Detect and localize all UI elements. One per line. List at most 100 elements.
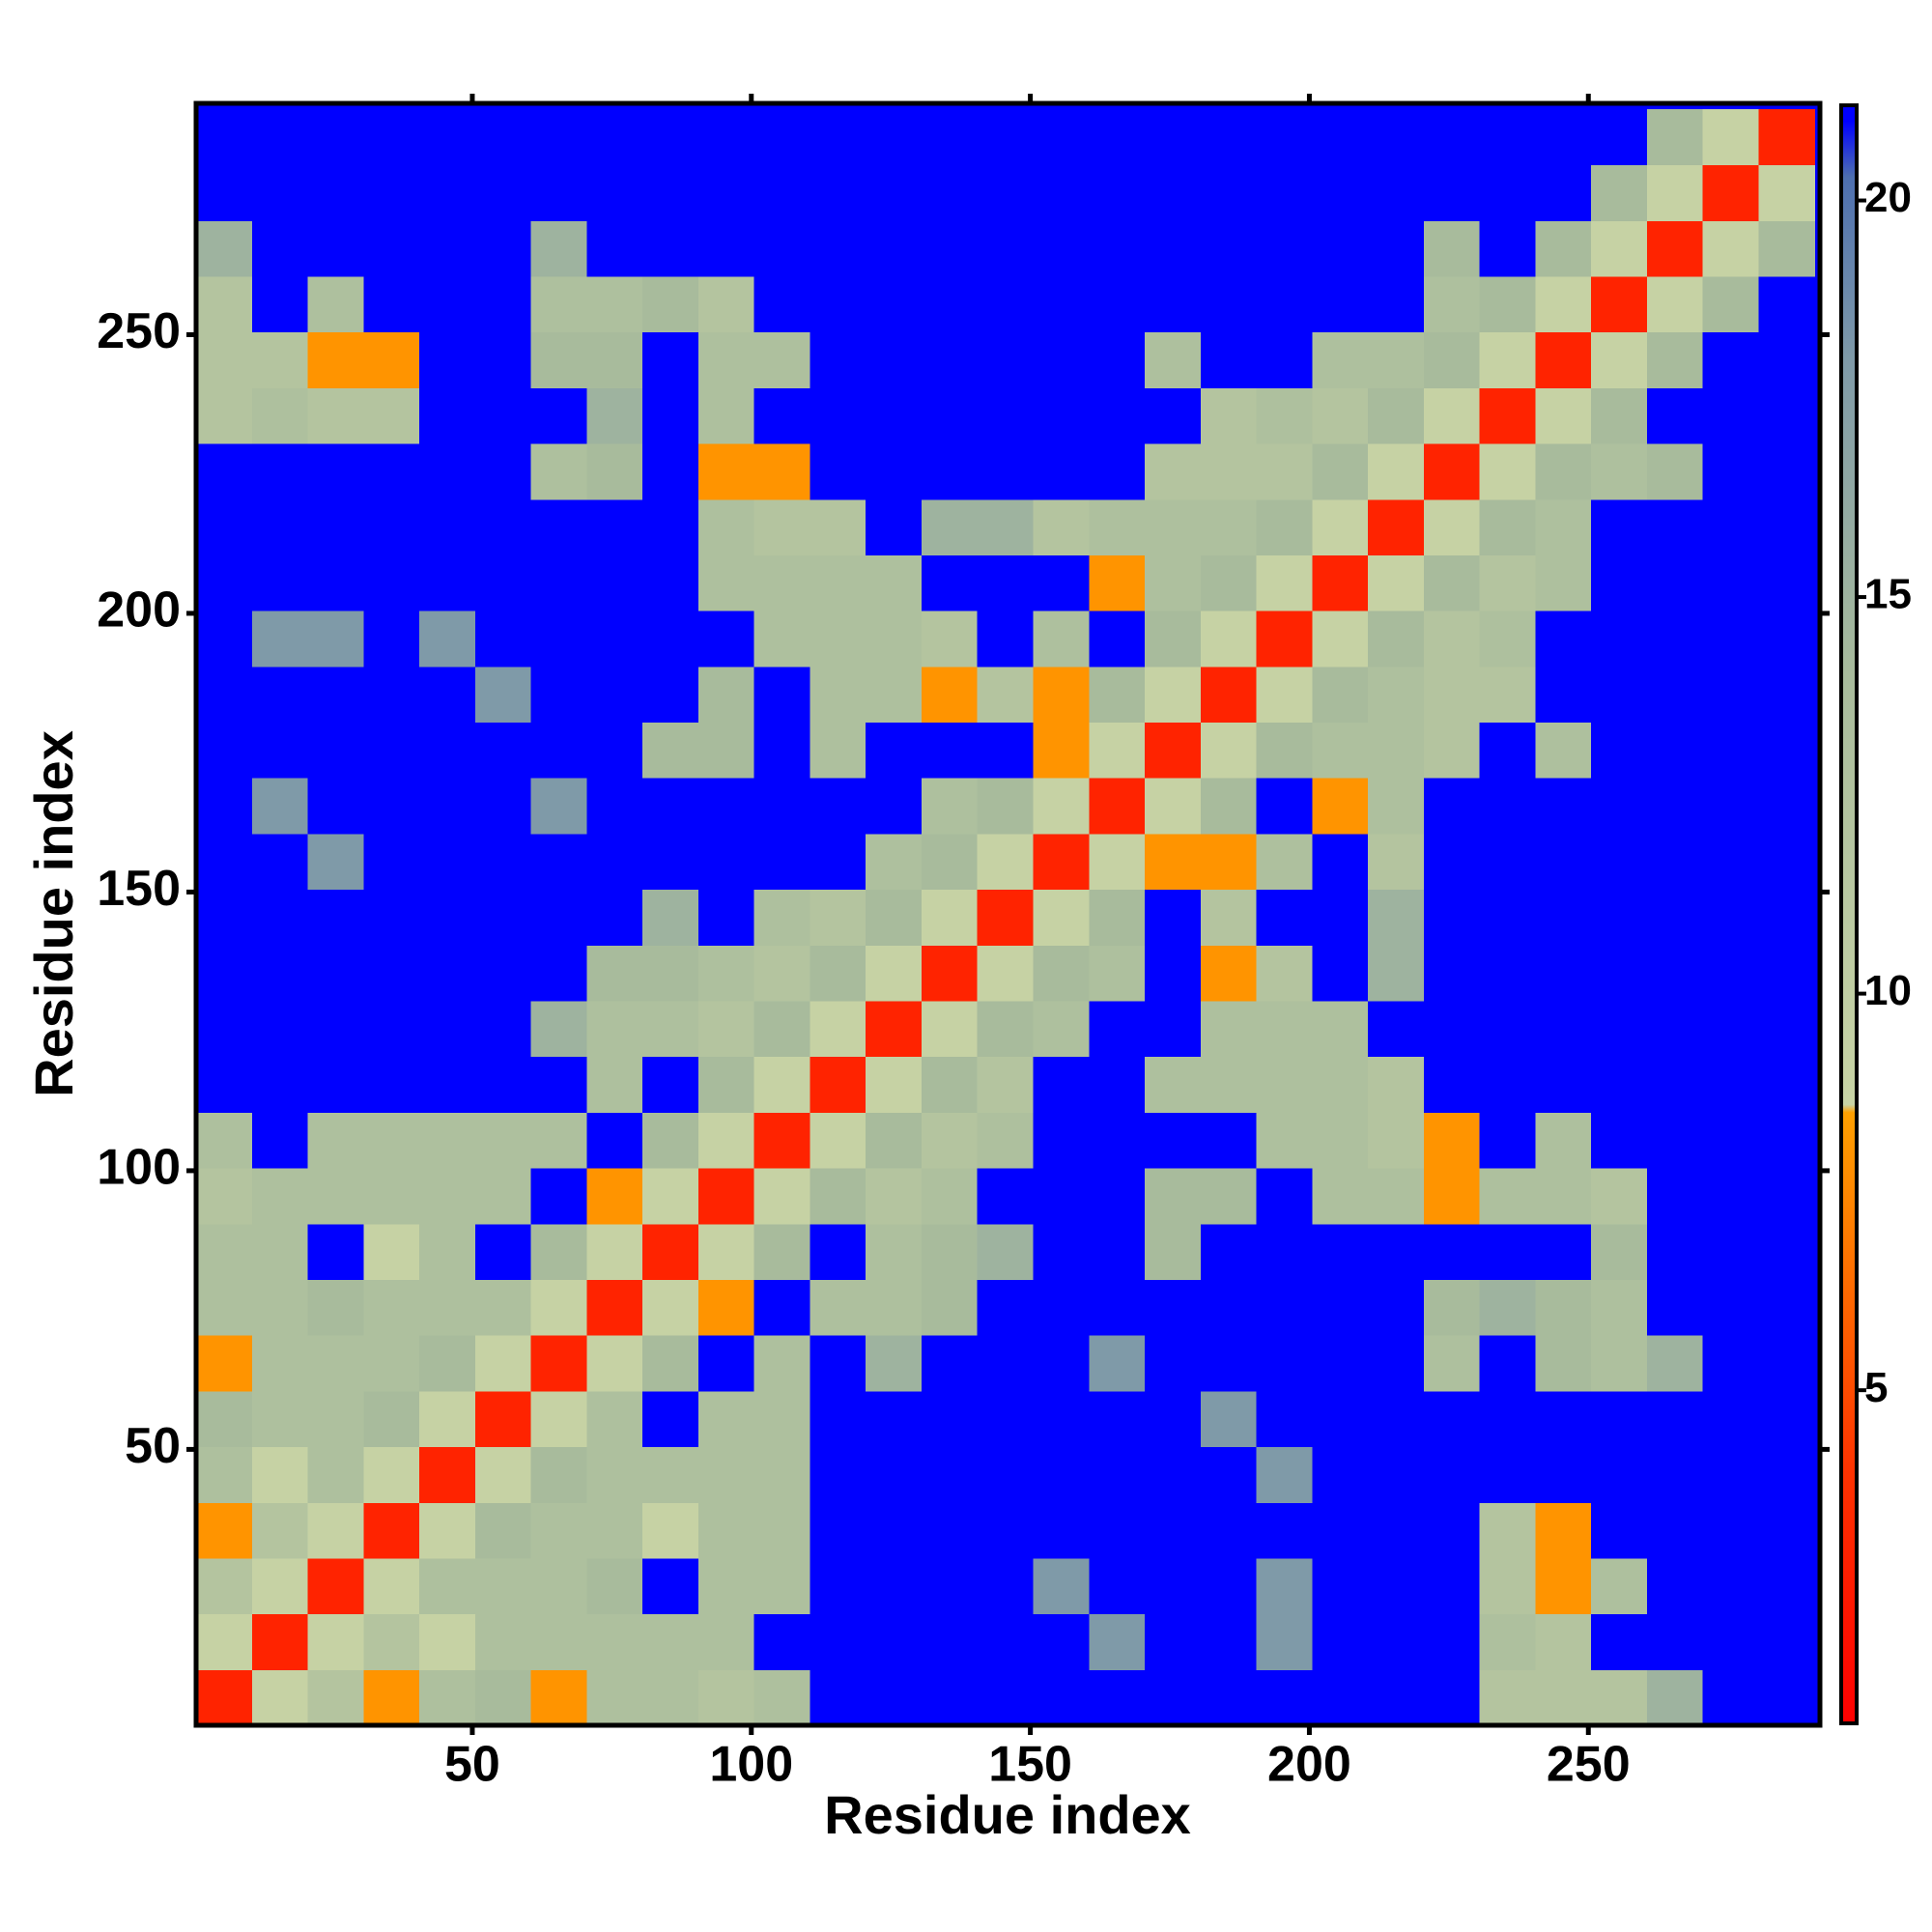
heatmap-cell [1312,1502,1369,1559]
heatmap-cell [196,1056,253,1113]
heatmap-cell [530,1502,587,1559]
heatmap-cell [642,1557,699,1615]
y-axis-title: Residue index [23,730,84,1097]
heatmap-cell [419,722,476,779]
heatmap-cell [363,1446,420,1503]
heatmap-cell [977,387,1035,444]
heatmap-cell [753,945,811,1002]
heatmap-cell [307,498,364,555]
heatmap-cell [810,220,867,277]
heatmap-cell [1256,554,1313,611]
heatmap-cell [977,554,1035,611]
heatmap-cell [1758,387,1815,444]
heatmap-cell [1033,387,1090,444]
heatmap-cell [196,1390,253,1448]
heatmap-cell [753,1279,811,1336]
x-axis-title: Residue index [824,1784,1191,1845]
heatmap-cell [1368,1335,1425,1392]
heatmap-cell [251,1446,309,1503]
heatmap-cell [1256,1168,1313,1225]
heatmap-cell [1591,833,1648,891]
heatmap-cell [474,387,532,444]
heatmap-cell [196,1279,253,1336]
heatmap-cell [530,778,587,835]
heatmap-cell [1646,1223,1704,1281]
heatmap-cell [474,1056,532,1113]
heatmap-cell [586,498,643,555]
heatmap-cell [1591,1168,1648,1225]
heatmap-cell [1646,1168,1704,1225]
heatmap-cell [921,164,979,221]
heatmap-cell [1033,331,1090,388]
heatmap-cell [1535,1557,1592,1615]
heatmap-cell [307,889,364,946]
heatmap-cell [1312,554,1369,611]
heatmap-cell [1256,1112,1313,1169]
heatmap-cell [586,1279,643,1336]
heatmap-cell [1646,554,1704,611]
heatmap-cell [419,498,476,555]
heatmap-cell [697,1168,755,1225]
heatmap-cell [1702,1335,1760,1392]
heatmap-cell [1200,220,1258,277]
heatmap-cell [363,833,420,891]
heatmap-cell [1033,1669,1090,1726]
heatmap-cell [1312,833,1369,891]
heatmap-cell [921,1056,979,1113]
heatmap-cell [1535,1390,1592,1448]
heatmap-cell [977,1000,1035,1058]
heatmap-cell [1535,945,1592,1002]
heatmap-cell [1591,778,1648,835]
heatmap-cell [753,1168,811,1225]
heatmap-cell [1368,611,1425,668]
heatmap-cell [1479,1669,1536,1726]
heatmap-cell [1200,498,1258,555]
heatmap-cell [921,498,979,555]
heatmap-cell [1033,275,1090,333]
heatmap-cell [1646,1557,1704,1615]
heatmap-cell [1423,554,1481,611]
heatmap-cell [251,220,309,277]
heatmap-cell [586,1557,643,1615]
heatmap-cell [1256,1223,1313,1281]
heatmap-cell [977,611,1035,668]
axes: 50 100 150 200 250 50 100 150 200 250 [97,94,1830,1793]
heatmap-cell [1423,945,1481,1002]
heatmap-cell [1479,1335,1536,1392]
heatmap-cell [1535,1335,1592,1392]
heatmap-cell [1033,611,1090,668]
heatmap-cell [196,889,253,946]
heatmap-cell [1033,220,1090,277]
heatmap-cell [1758,611,1815,668]
heatmap-cell [977,945,1035,1002]
heatmap-cell [866,108,923,166]
heatmap-cell [1145,889,1202,946]
heatmap-cell [586,275,643,333]
heatmap-cell [251,554,309,611]
heatmap-cell [1200,1056,1258,1113]
heatmap-cell [921,387,979,444]
heatmap-cell [977,275,1035,333]
heatmap-cell [251,275,309,333]
heatmap-cell [586,108,643,166]
heatmap-cell [1758,1000,1815,1058]
heatmap-cell [196,1669,253,1726]
heatmap-cell [251,1390,309,1448]
heatmap-cell [1368,1390,1425,1448]
heatmap-cell [1200,331,1258,388]
heatmap-cell [697,1390,755,1448]
heatmap-cell [1479,1613,1536,1670]
heatmap-cell [697,1112,755,1169]
heatmap-cell [1535,666,1592,724]
heatmap-cell [474,611,532,668]
y-tick-label: 150 [97,861,181,917]
heatmap-cell [1145,1390,1202,1448]
colorbar [1839,103,1859,1725]
heatmap-cell [810,1613,867,1670]
heatmap-cell [474,442,532,500]
heatmap-cell [1312,1669,1369,1726]
heatmap-cell [1479,722,1536,779]
heatmap-cell [586,554,643,611]
heatmap-cell [1368,1557,1425,1615]
